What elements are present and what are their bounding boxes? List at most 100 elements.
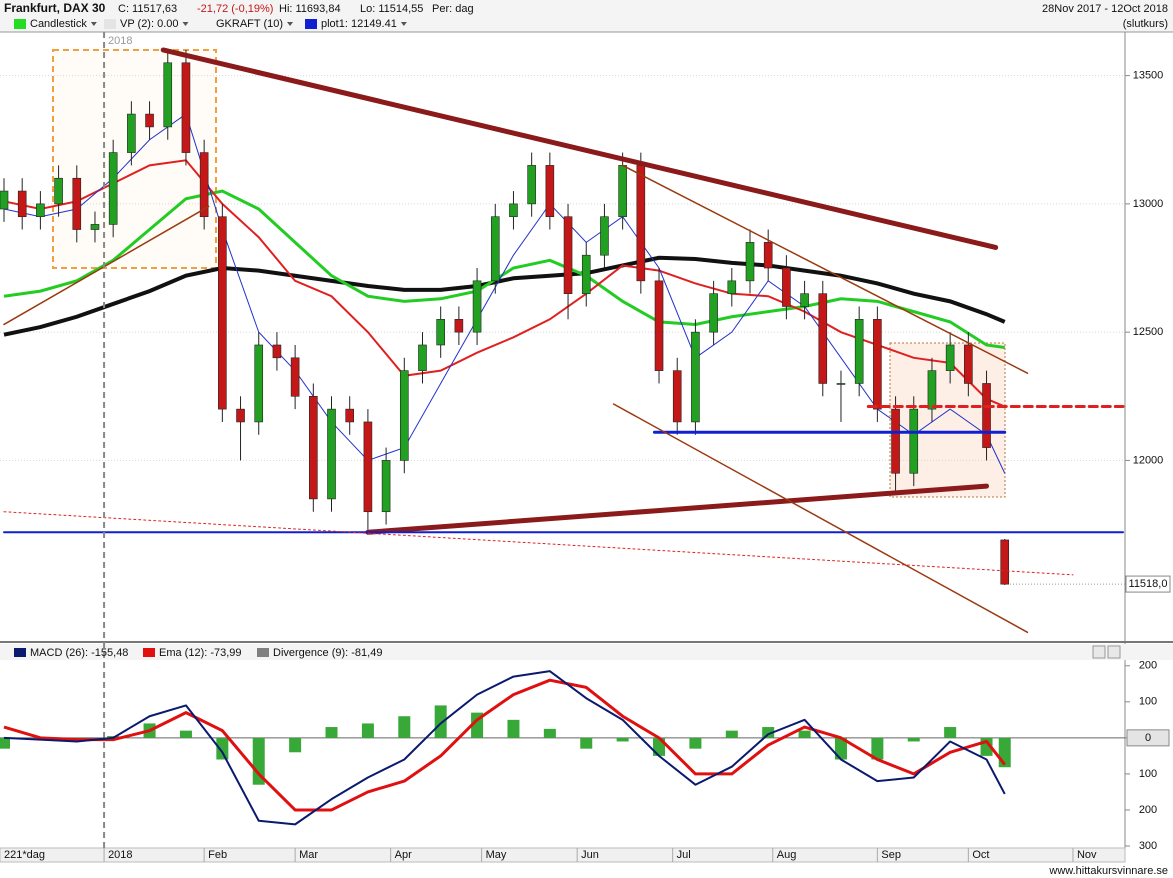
candle-body (873, 319, 882, 410)
divergence-bar (0, 737, 10, 749)
candle-body (636, 165, 646, 282)
dropdown-arrow[interactable] (182, 22, 189, 26)
divergence-bar (834, 737, 847, 760)
candle-body (454, 319, 464, 333)
candle-body (945, 344, 955, 371)
divergence-bar (361, 723, 374, 738)
divergence-bar (398, 716, 411, 738)
x-tick-label: Apr (395, 849, 412, 861)
candle-body (763, 242, 773, 269)
candle-body (909, 408, 919, 474)
tool-icon[interactable] (1092, 645, 1106, 659)
candle-body (1000, 539, 1010, 585)
candle-body (600, 216, 609, 256)
year-box-label: 2018 (108, 35, 132, 47)
y-tick-label: 12000 (1133, 454, 1164, 466)
candle-body (72, 177, 82, 230)
dropdown-arrow[interactable] (90, 22, 97, 26)
y-tick-label: 13500 (1133, 70, 1164, 82)
divergence-bar (798, 730, 811, 738)
candle-body (527, 165, 536, 205)
moving-average (3, 159, 1006, 408)
candle-body (199, 152, 209, 218)
low: Lo: 11514,55 (360, 3, 423, 15)
x-tick-label: May (486, 849, 507, 861)
candle-body (254, 344, 264, 423)
legend-item: MACD (26): -155,48 (30, 647, 128, 659)
last-price-label: 11518,0 (1129, 578, 1168, 590)
date-range: 28Nov 2017 - 12Oct 2018 (1042, 3, 1168, 15)
candle-body (218, 216, 227, 410)
y-tick-label: 300 (1139, 840, 1157, 852)
tool-icon[interactable] (1107, 645, 1121, 659)
macd-plot (0, 670, 1125, 826)
candle-body (163, 62, 173, 128)
period: Per: dag (432, 3, 474, 15)
candle-body (782, 267, 791, 307)
candle-body (691, 331, 700, 423)
dropdown-arrow[interactable] (400, 22, 407, 26)
divergence-bar (871, 737, 884, 760)
y-tick-label: 13000 (1133, 198, 1164, 210)
trend-line (365, 483, 990, 535)
y-tick-label: 0 (1145, 732, 1151, 744)
candle-body (472, 280, 482, 333)
candle-body (0, 190, 9, 210)
macd-line (3, 670, 1006, 826)
candle-body (236, 408, 245, 423)
x-tick-label: Aug (777, 849, 797, 861)
divergence-bar (725, 730, 738, 738)
candle-body (563, 216, 573, 294)
candle-body (836, 383, 846, 385)
candle-body (309, 395, 318, 500)
candle-body (17, 190, 27, 218)
divergence-bar (944, 727, 957, 738)
price-mode: (slutkurs) (1123, 18, 1168, 30)
legend-item: GKRAFT (10) (216, 18, 283, 30)
candle-body (709, 293, 718, 333)
candle-body (927, 370, 937, 410)
candle-body (745, 242, 755, 282)
candle-body (272, 344, 282, 359)
divergence-bar (762, 727, 775, 738)
y-tick-label: 100 (1139, 696, 1157, 708)
candle-body (127, 113, 136, 153)
candle-body (818, 293, 828, 384)
candle-body (618, 165, 627, 218)
divergence-bar (543, 728, 556, 738)
zero-box (1126, 729, 1170, 747)
divergence-bar (616, 737, 629, 742)
candle-body (509, 203, 518, 218)
legend-swatch (305, 19, 317, 29)
candle-body (145, 113, 154, 128)
trend-line (621, 164, 1029, 374)
dropdown-arrow[interactable] (287, 22, 294, 26)
candle-body (54, 177, 63, 205)
divergence-bar (434, 705, 447, 738)
legend-swatch (257, 648, 269, 657)
price-plot (0, 47, 1125, 634)
x-tick-label: Jul (677, 849, 691, 861)
x-tick-label: Feb (208, 849, 227, 861)
candle-body (854, 319, 864, 384)
candle-body (90, 224, 100, 230)
y-tick-label: 12500 (1133, 326, 1164, 338)
moving-average (3, 189, 1005, 350)
title: Frankfurt, DAX 30 (4, 1, 106, 15)
divergence-bar (325, 727, 338, 738)
candle-body (581, 254, 591, 294)
candle-body (436, 319, 445, 346)
candle-body (490, 216, 500, 282)
trend-line (160, 47, 999, 250)
candle-body (964, 344, 973, 384)
divergence-bar (580, 737, 593, 749)
legend-swatch (14, 648, 26, 657)
y-tick-label: 100 (1139, 768, 1157, 780)
candle-body (418, 344, 427, 371)
candle-body (672, 370, 682, 423)
legend-item: plot1: 12149.41 (321, 18, 397, 30)
divergence-bar (907, 737, 920, 742)
legend-swatch (104, 19, 116, 29)
